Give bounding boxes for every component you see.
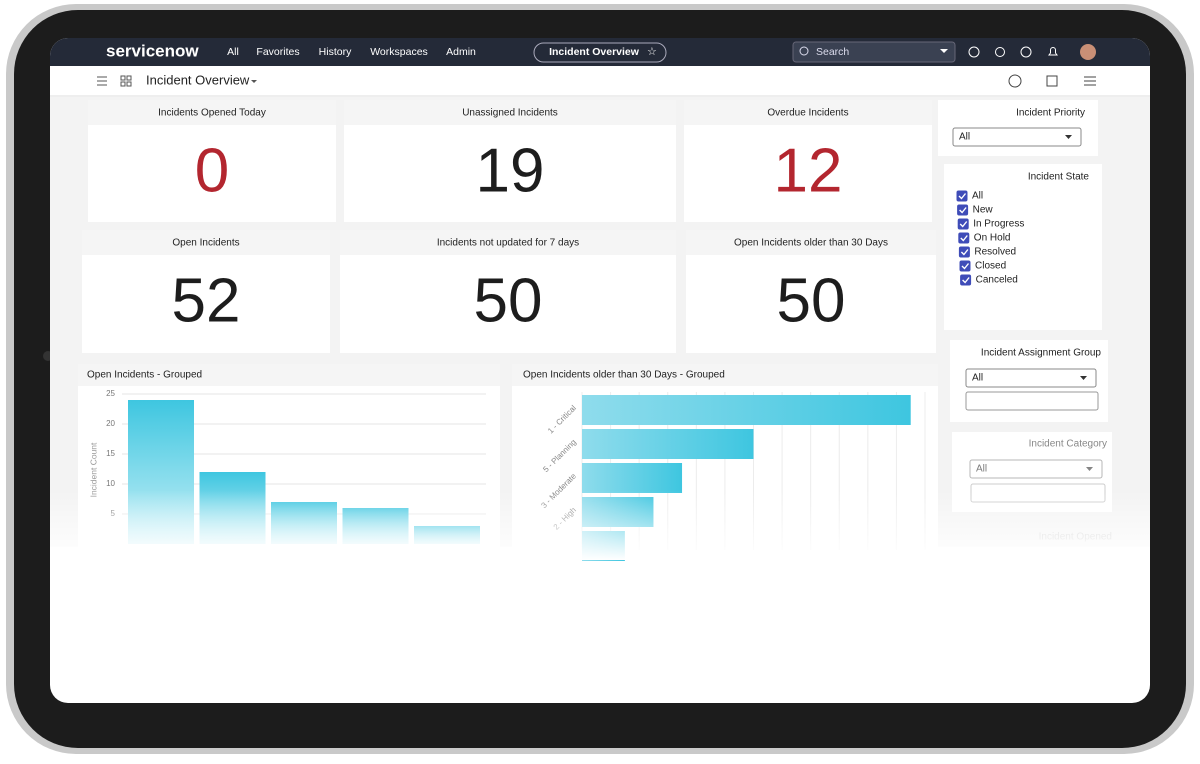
select-value[interactable]: All [972,373,983,384]
select[interactable] [965,368,1097,388]
checkmark [959,221,968,228]
brand: servicenow [106,41,199,60]
tile-header [684,100,932,125]
filter-label: Incident State [1028,172,1090,183]
tile-header [88,100,336,125]
tile-value: 19 [476,136,545,205]
search-icon [799,46,809,56]
tile-header [340,230,676,255]
nav-item[interactable]: Admin [446,46,476,58]
nav-icons [968,46,1058,58]
title-dropdown[interactable] [251,80,257,83]
tile-value: 12 [774,136,843,205]
tile-value: 50 [777,266,846,335]
select-arrow [1065,135,1072,139]
fade-overlay [50,490,1150,560]
tile-label: Incidents not updated for 7 days [437,238,579,249]
text-input[interactable] [965,391,1099,411]
select[interactable] [952,127,1082,147]
chart-title: Open Incidents older than 30 Days - Grou… [523,370,725,381]
bar [582,463,683,493]
tile-label: Incidents Opened Today [158,108,266,119]
checkmark [961,263,970,270]
chart-header [512,364,938,386]
checkbox-label[interactable]: All [972,191,983,202]
filter-panel [944,164,1102,330]
filter-label: Incident Priority [1016,108,1085,119]
avatar[interactable] [1080,44,1096,60]
grid-icon[interactable] [120,75,132,87]
workspace-tab[interactable] [533,42,667,63]
checkbox[interactable] [958,246,970,258]
y-axis-label: Incident Count [88,442,98,497]
checkmark [960,235,968,242]
y-tick-label: 25 [106,389,115,398]
star-icon[interactable]: ☆ [647,46,657,58]
chart-header [78,364,500,386]
menu-icon[interactable] [97,76,107,86]
tile-value: 0 [195,136,229,205]
nav-item[interactable]: History [319,46,352,58]
checkbox-label[interactable]: Canceled [976,275,1018,286]
checkbox[interactable] [957,218,969,230]
workspace-tab-label[interactable]: Incident Overview [549,46,640,58]
toolbar [50,66,1150,96]
checkbox[interactable] [958,232,970,244]
y-tick-label: 10 [106,479,115,488]
tile-value: 52 [172,266,241,335]
select-value[interactable]: All [976,464,987,475]
bar [582,395,911,425]
checkbox-label[interactable]: New [973,205,994,216]
toolbar-icons[interactable] [1008,74,1096,88]
checkbox-label[interactable]: In Progress [973,219,1024,230]
y-tick-label: 20 [106,419,115,428]
checkbox-label[interactable]: On Hold [974,233,1011,244]
tile-header [82,230,330,255]
tile-label: Open Incidents older than 30 Days [734,238,888,249]
checkmark [959,207,967,214]
tile-label: Open Incidents [172,238,239,249]
select[interactable] [969,459,1103,479]
nav-item[interactable]: Favorites [256,46,299,58]
tile-label: Overdue Incidents [767,108,848,119]
search-placeholder[interactable]: Search [816,46,849,58]
checkbox[interactable] [956,190,968,202]
nav-item[interactable]: Workspaces [370,46,428,58]
filter-label: Incident Assignment Group [981,348,1102,359]
tile-header [686,230,936,255]
checkmark [962,277,970,284]
select-arrow [1086,467,1093,471]
checkmark [960,249,969,256]
checkbox[interactable] [957,204,969,216]
select-value[interactable]: All [959,132,970,143]
nav-item[interactable]: All [227,46,239,58]
search-dropdown[interactable] [940,49,948,53]
checkbox-label[interactable]: Resolved [974,247,1016,258]
checkbox-label[interactable]: Closed [975,261,1006,272]
filter-label: Incident Category [1029,439,1107,450]
tile-label: Unassigned Incidents [462,108,558,119]
y-tick-label: 15 [106,449,115,458]
search-box[interactable] [792,41,956,63]
select-arrow [1080,376,1087,380]
checkbox[interactable] [960,274,972,286]
page-title: Incident Overview [146,72,250,87]
tile-value: 50 [474,266,543,335]
chart-title: Open Incidents - Grouped [87,370,202,381]
checkmark [958,193,967,200]
bar [582,429,754,459]
checkbox[interactable] [959,260,971,272]
tile-header [344,100,676,125]
